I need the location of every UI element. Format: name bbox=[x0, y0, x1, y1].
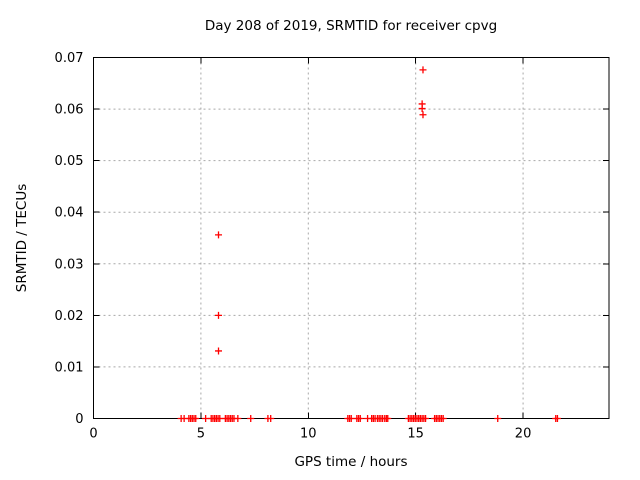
x-axis-label: GPS time / hours bbox=[294, 454, 407, 470]
data-point-plus bbox=[192, 415, 200, 422]
x-tick-label: 15 bbox=[407, 427, 424, 442]
data-point-plus bbox=[215, 347, 223, 355]
x-tick-label: 0 bbox=[89, 427, 97, 442]
data-point-plus bbox=[422, 415, 430, 422]
data-point-plus bbox=[439, 415, 447, 422]
data-point-plus bbox=[215, 231, 223, 239]
data-points bbox=[177, 66, 561, 422]
plot-border bbox=[93, 57, 610, 419]
data-point-plus bbox=[247, 415, 255, 422]
y-tick-label: 0 bbox=[75, 412, 83, 427]
data-point-plus bbox=[419, 66, 427, 74]
y-tick-label: 0.07 bbox=[55, 51, 84, 66]
x-tick-labels: 0 5 10 15 20 bbox=[89, 427, 531, 442]
data-point-plus bbox=[494, 415, 502, 422]
x-tick-label: 5 bbox=[197, 427, 205, 442]
data-point-plus bbox=[267, 415, 275, 422]
y-tick-label: 0.04 bbox=[55, 206, 84, 221]
axis-ticks bbox=[93, 57, 609, 419]
y-tick-label: 0.03 bbox=[55, 257, 84, 272]
y-axis-label: SRMTID / TECUs bbox=[14, 184, 30, 292]
data-point-plus bbox=[234, 415, 242, 422]
y-tick-label: 0.05 bbox=[55, 154, 84, 169]
y-tick-label: 0.02 bbox=[55, 309, 84, 324]
x-tick-label: 10 bbox=[300, 427, 317, 442]
x-tick-label: 20 bbox=[515, 427, 532, 442]
chart-title: Day 208 of 2019, SRMTID for receiver cpv… bbox=[205, 18, 497, 34]
data-point-plus bbox=[418, 105, 426, 113]
data-point-plus bbox=[356, 415, 364, 422]
data-point-plus bbox=[419, 111, 427, 119]
data-point-plus bbox=[384, 415, 392, 422]
y-tick-labels: 0 0.01 0.02 0.03 0.04 0.05 0.06 0.07 bbox=[55, 51, 84, 427]
data-point-plus bbox=[215, 311, 223, 319]
y-tick-label: 0.06 bbox=[55, 103, 84, 118]
plot-frame bbox=[93, 57, 610, 419]
data-point-plus bbox=[553, 415, 561, 422]
y-tick-label: 0.01 bbox=[55, 360, 84, 375]
gridlines bbox=[93, 57, 609, 419]
